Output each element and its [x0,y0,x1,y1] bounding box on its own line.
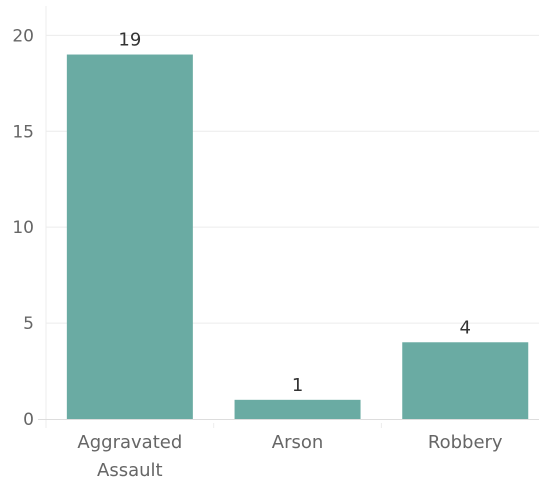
bar[interactable] [66,54,193,420]
y-tick-label: 20 [12,26,34,46]
labels: 0 5 10 15 20 19 Aggravated Assault 1 Arson 4 Robber… [12,26,503,481]
x-category-label: Robbery [428,432,503,453]
bar[interactable] [402,342,529,419]
data-label: 1 [292,375,303,396]
data-label: 19 [118,30,141,51]
x-category-label: Aggravated [77,432,182,453]
bar[interactable] [234,399,361,419]
bars [66,54,529,420]
x-category-label: Assault [97,460,163,481]
y-tick-label: 0 [23,410,34,430]
x-category-label: Arson [272,432,324,453]
y-tick-label: 10 [12,218,34,238]
y-tick-label: 15 [12,122,34,142]
y-tick-label: 5 [23,314,34,334]
data-label: 4 [460,317,471,338]
